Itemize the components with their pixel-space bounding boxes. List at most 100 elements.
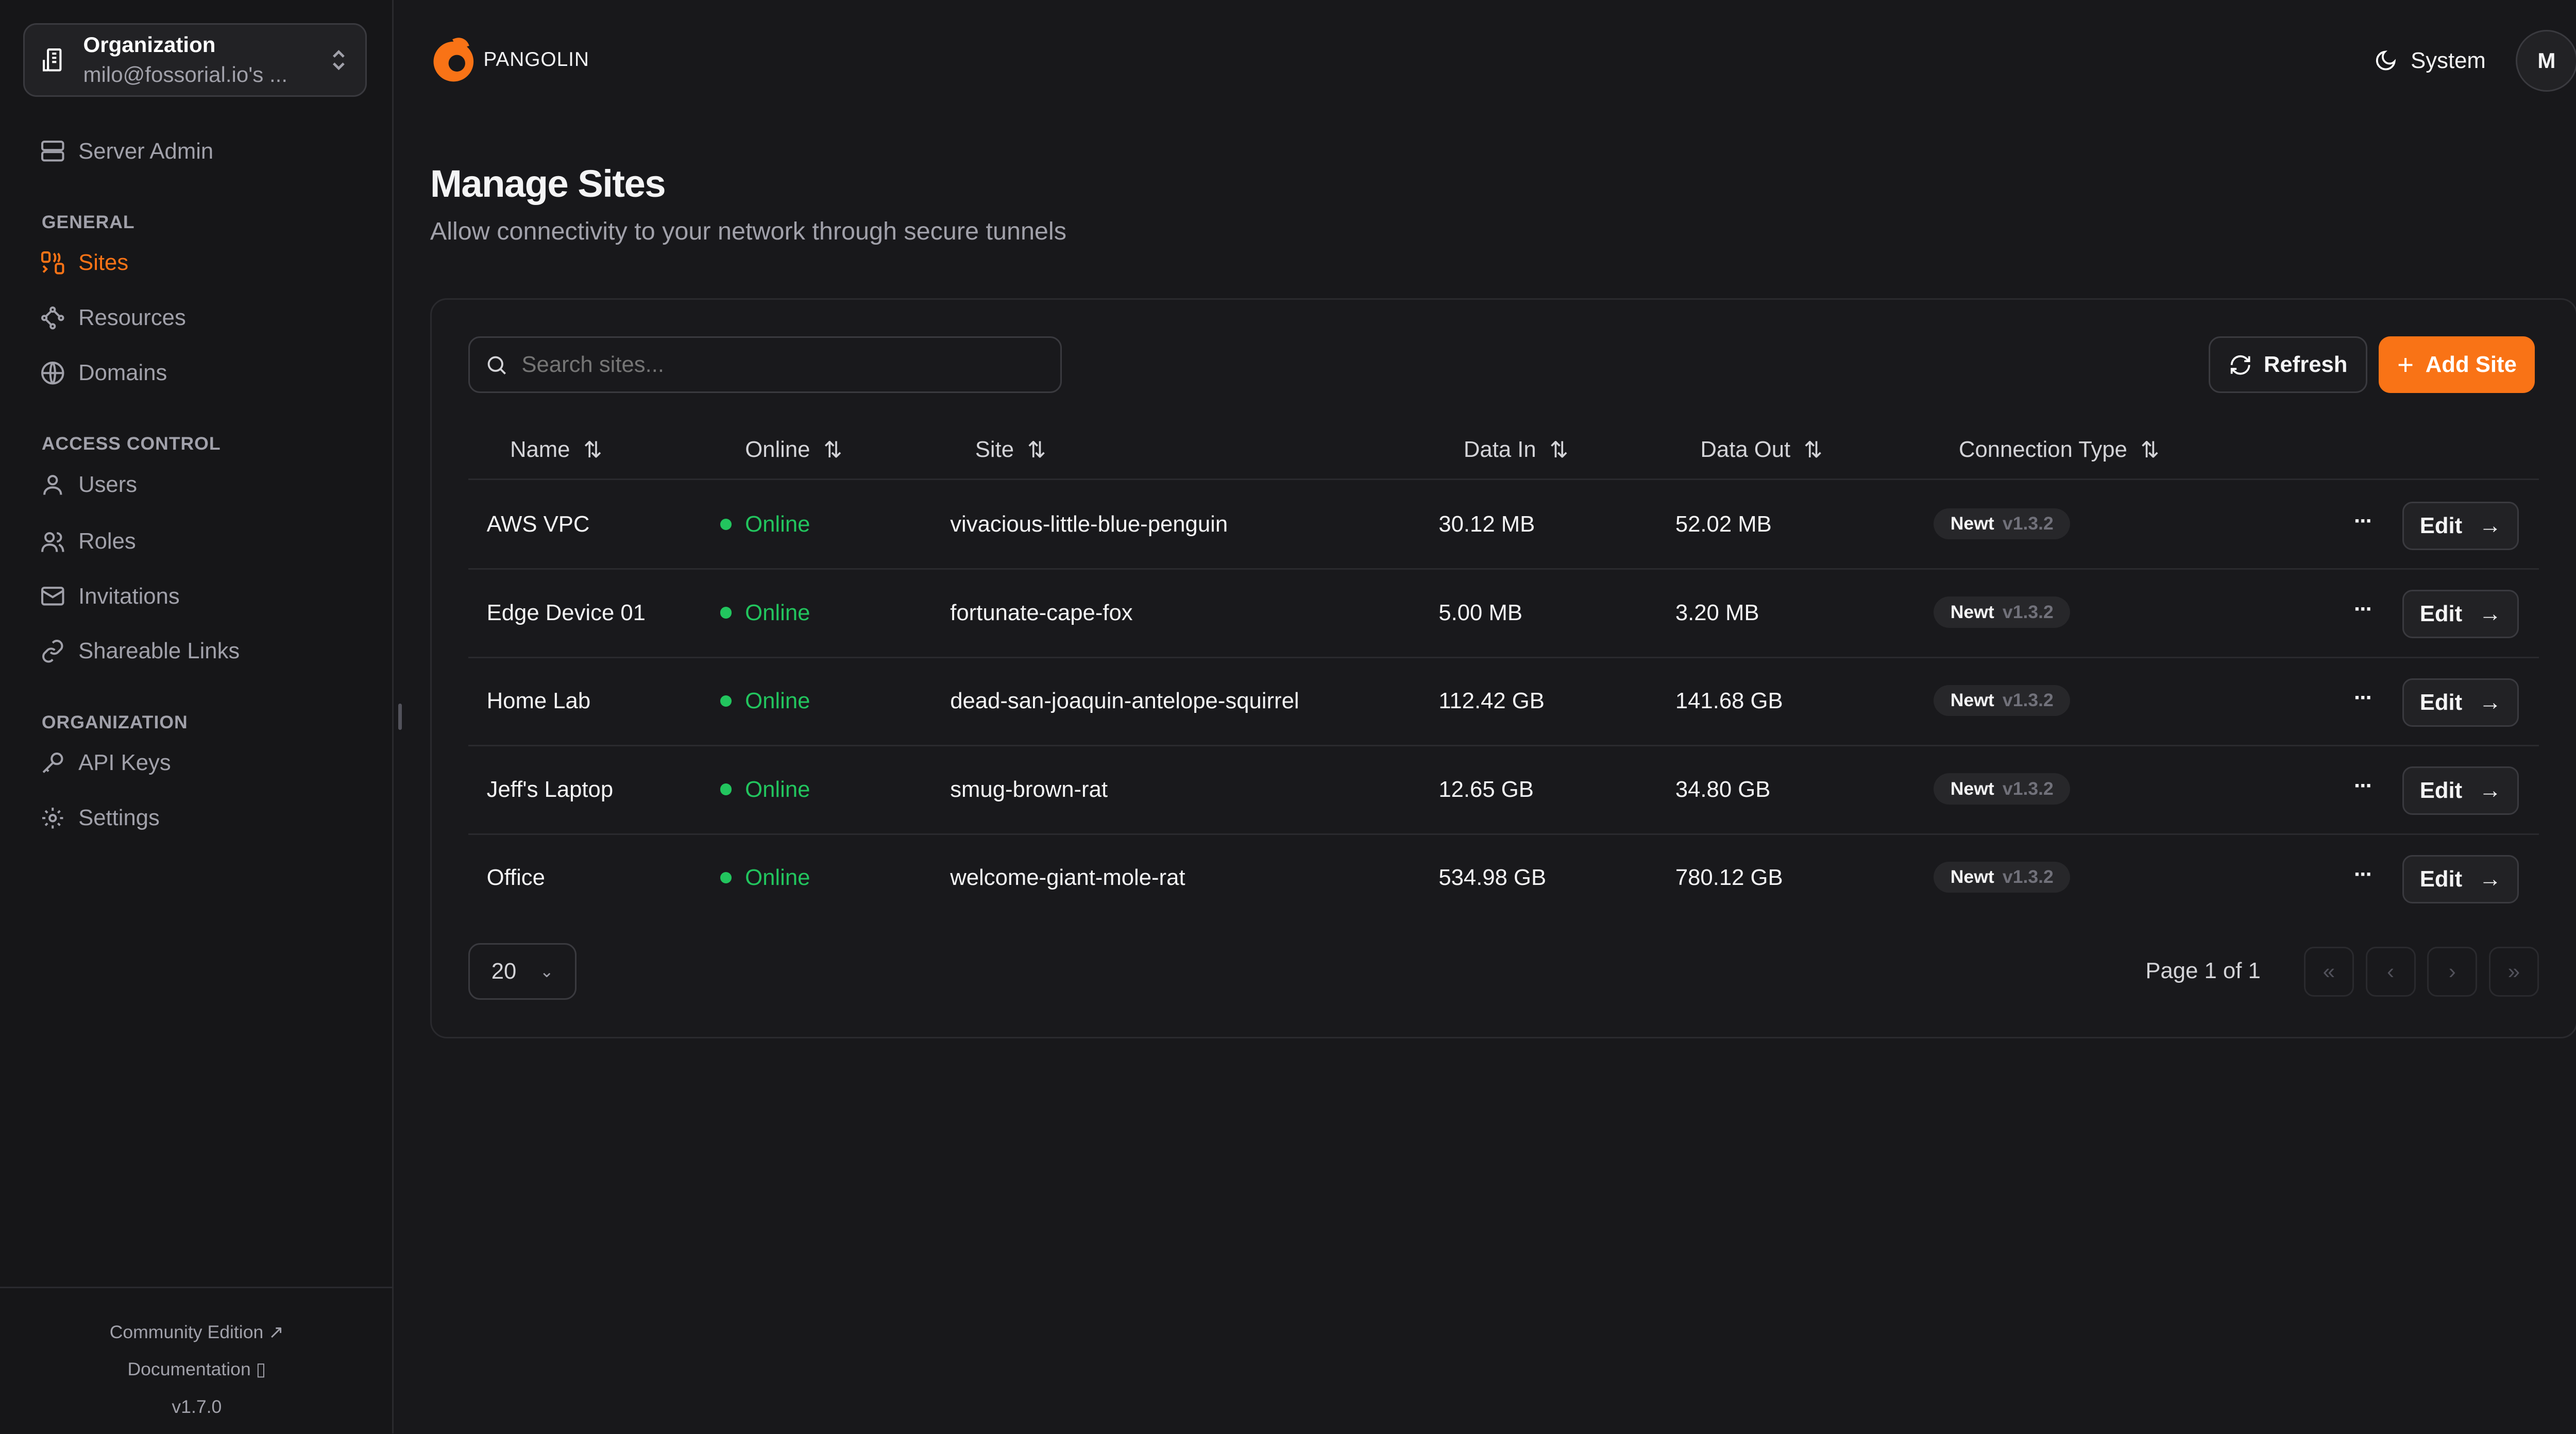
nav-label: Domains [78,360,167,385]
server-icon [40,139,65,164]
section-access-control: ACCESS CONTROL [41,433,221,454]
refresh-icon [2229,353,2252,377]
col-data-in[interactable]: Data In ⇅ [1463,437,1569,463]
nav-label: Shareable Links [78,638,240,664]
data-out: 34.80 GB [1675,776,1771,802]
site-name: Home Lab [486,688,591,714]
site-id: smug-brown-rat [950,776,1108,802]
more-actions-button[interactable]: ··· [2353,685,2373,710]
col-data-out[interactable]: Data Out ⇅ [1700,437,1823,463]
online-status: Online [720,511,810,537]
org-switcher[interactable]: Organization milo@fossorial.io's ... [23,23,367,97]
search-input[interactable] [521,352,1045,378]
nav-domains[interactable]: Domains [40,360,167,386]
page-subtitle: Allow connectivity to your network throu… [430,217,1066,245]
edit-button[interactable]: Edit → [2402,855,2519,903]
sidebar: Organization milo@fossorial.io's ... Serv… [0,0,394,1433]
nav-server-admin[interactable]: Server Admin [40,139,213,164]
online-status: Online [720,865,810,891]
nav-sites[interactable]: Sites [40,250,128,276]
nav-roles[interactable]: Roles [40,528,136,554]
data-out: 3.20 MB [1675,600,1759,625]
moon-icon [2374,49,2397,72]
site-name: Office [486,865,545,891]
next-page-button[interactable]: › [2427,946,2478,997]
more-actions-button[interactable]: ··· [2353,508,2373,534]
status-dot-icon [720,783,732,795]
sort-icon: ⇅ [2140,437,2160,463]
site-name: AWS VPC [486,511,590,537]
table-header: Name ⇅ Online ⇅ Site ⇅ Data In ⇅ Data Out ⇅ C… [468,423,2539,480]
nav-resources[interactable]: Resources [40,305,186,331]
documentation-link[interactable]: Documentation ▯ [127,1359,266,1380]
plus-icon: + [2397,349,2414,381]
edit-button[interactable]: Edit → [2402,678,2519,727]
refresh-button[interactable]: Refresh [2209,336,2368,394]
logo: PANGOLIN [430,37,589,83]
connection-type-badge: Newt v1.3.2 [1934,861,2071,893]
nav-api-keys[interactable]: API Keys [40,750,171,776]
pangolin-logo-icon [433,38,473,82]
sites-card: Refresh +Add Site Name⇅ Online⇅ Site⇅ Da… [430,298,2576,1038]
site-id: dead-san-joaquin-antelope-squirrel [950,688,1299,714]
table-row: AWS VPC Online vivacious-little-blue-pen… [468,482,2539,570]
edit-button[interactable]: Edit → [2402,766,2519,815]
edit-button[interactable]: Edit → [2402,501,2519,550]
data-out: 52.02 MB [1675,511,1772,537]
col-site[interactable]: Site ⇅ [975,437,1046,463]
nav-label: API Keys [78,750,171,776]
main: PANGOLIN System M Manage Sites Allow con… [394,0,2576,1433]
edit-button[interactable]: Edit → [2402,590,2519,639]
data-in: 5.00 MB [1438,600,1522,625]
online-status: Online [720,777,810,803]
nav-users[interactable]: Users [40,472,137,498]
arrow-right-icon: → [2479,778,2502,804]
user-icon [40,472,65,497]
table-row: Jeff's Laptop Online smug-brown-rat 12.6… [468,746,2539,835]
page-size-select[interactable]: 20 ⌄ [468,943,577,1000]
globe-icon [40,361,65,386]
waypoints-icon [40,305,65,331]
prev-page-button[interactable]: ‹ [2365,946,2416,997]
search-box[interactable] [468,336,1062,394]
gear-icon [40,806,65,831]
data-out: 780.12 GB [1675,865,1783,891]
connection-type-badge: Newt v1.3.2 [1934,685,2071,716]
data-in: 12.65 GB [1438,776,1534,802]
nav-shareable-links[interactable]: Shareable Links [40,638,240,664]
status-dot-icon [720,872,732,884]
nav-settings[interactable]: Settings [40,805,160,831]
version: v1.7.0 [172,1396,222,1418]
status-dot-icon [720,607,732,619]
site-id: fortunate-cape-fox [950,600,1133,625]
first-page-button[interactable]: « [2303,946,2354,997]
avatar[interactable]: M [2515,30,2576,92]
table-row: Home Lab Online dead-san-joaquin-antelop… [468,658,2539,747]
data-out: 141.68 GB [1675,688,1783,714]
arrow-right-icon: → [2479,689,2502,715]
more-actions-button[interactable]: ··· [2353,773,2373,799]
sidebar-resize-handle[interactable] [398,703,402,730]
sort-icon: ⇅ [583,437,602,463]
site-name: Edge Device 01 [486,600,646,625]
chevron-down-icon: ⌄ [539,962,554,981]
col-name[interactable]: Name ⇅ [510,437,602,463]
table-row: Edge Device 01 Online fortunate-cape-fox… [468,570,2539,658]
org-label: Organization [83,32,216,57]
community-edition-link[interactable]: Community Edition ↗ [109,1321,284,1342]
arrow-right-icon: → [2479,866,2502,892]
chevrons-up-down-icon [329,48,349,72]
sort-icon: ⇅ [1027,437,1046,463]
col-online[interactable]: Online ⇅ [745,437,842,463]
nav-label: Settings [78,805,160,830]
site-name: Jeff's Laptop [486,776,614,802]
more-actions-button[interactable]: ··· [2353,861,2373,887]
last-page-button[interactable]: » [2488,946,2539,997]
theme-toggle[interactable]: System [2374,48,2486,74]
more-actions-button[interactable]: ··· [2353,596,2373,622]
add-site-button[interactable]: + Add Site [2379,336,2535,394]
nav-label: Resources [78,305,186,331]
sort-icon: ⇅ [1804,437,1823,463]
col-connection-type[interactable]: Connection Type ⇅ [1958,437,2160,463]
nav-invitations[interactable]: Invitations [40,584,180,609]
